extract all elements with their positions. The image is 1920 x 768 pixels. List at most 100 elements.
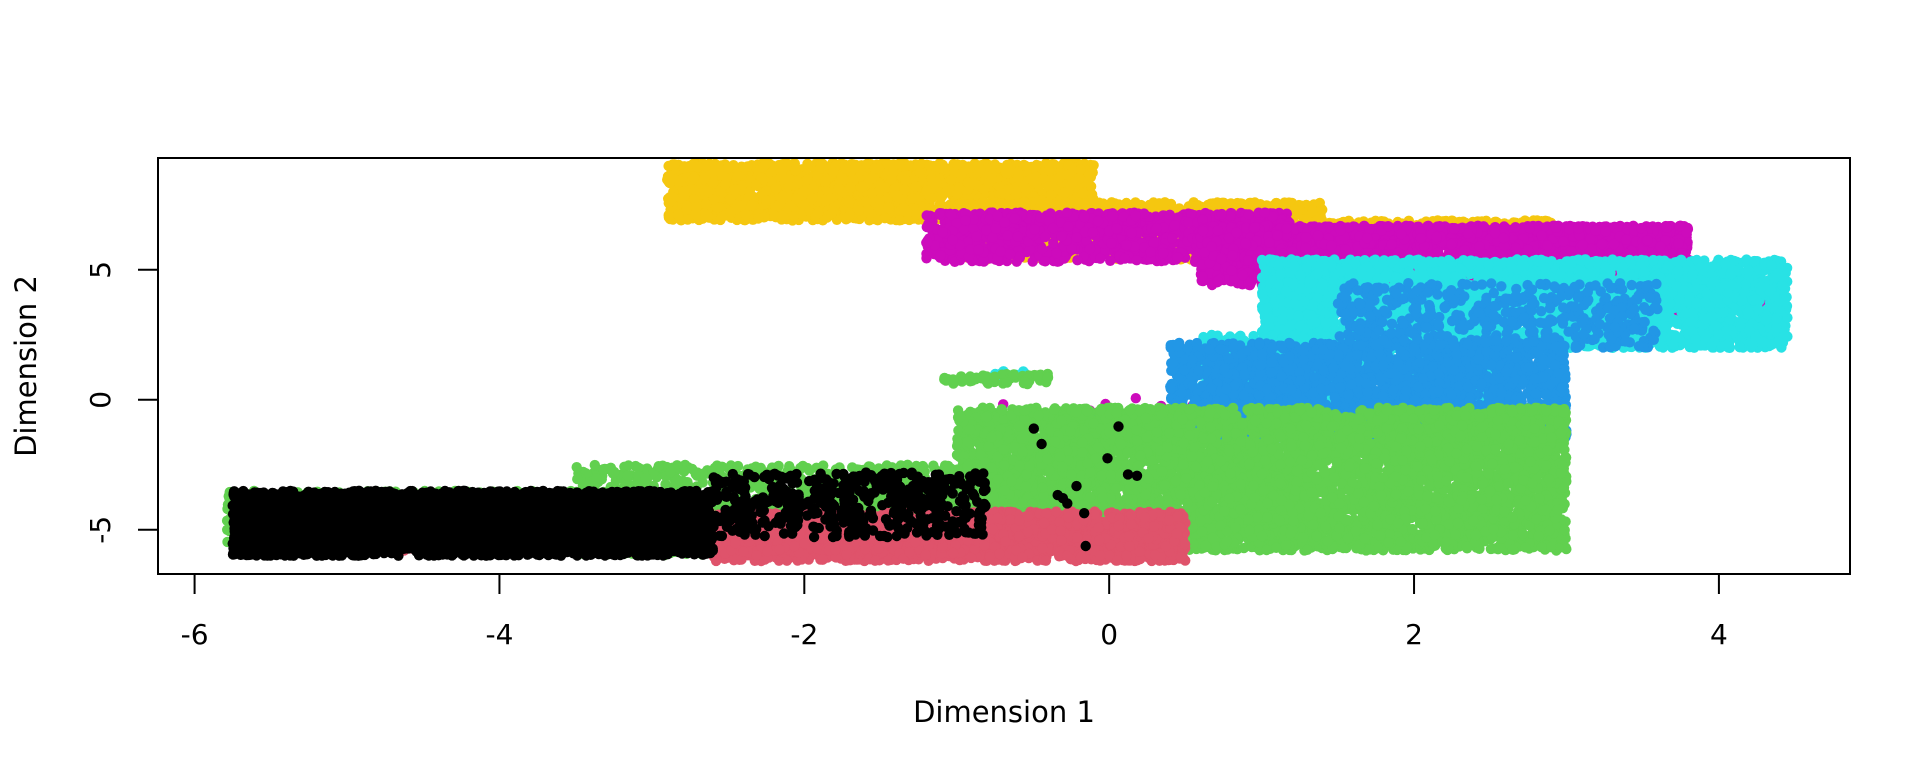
point — [692, 161, 703, 173]
point — [986, 173, 998, 184]
point — [854, 205, 865, 216]
point — [789, 211, 800, 222]
point — [977, 197, 989, 208]
point — [886, 173, 897, 185]
point — [941, 186, 952, 197]
point — [703, 187, 714, 198]
point — [742, 161, 753, 172]
point — [843, 197, 854, 208]
point — [807, 193, 819, 204]
point — [869, 163, 880, 174]
point — [975, 164, 986, 175]
point — [914, 167, 926, 178]
point — [735, 200, 746, 211]
point — [792, 178, 804, 189]
point — [910, 209, 922, 220]
point — [1012, 167, 1023, 178]
point — [712, 163, 724, 174]
point — [729, 184, 741, 195]
point — [867, 187, 878, 199]
point — [1077, 188, 1089, 199]
point — [750, 179, 761, 191]
point — [1307, 205, 1318, 216]
point — [1062, 169, 1074, 180]
point — [783, 173, 795, 184]
point — [746, 199, 757, 211]
point — [678, 186, 690, 197]
point — [777, 210, 789, 221]
point — [833, 183, 844, 194]
point — [663, 197, 674, 209]
point — [879, 182, 890, 193]
point — [698, 173, 710, 185]
point — [802, 174, 813, 185]
point — [872, 215, 883, 226]
point — [725, 194, 736, 205]
point — [770, 183, 782, 194]
point — [900, 174, 911, 186]
point — [883, 202, 894, 213]
point — [672, 209, 684, 220]
point — [926, 193, 937, 204]
point — [760, 158, 772, 169]
point — [682, 214, 693, 225]
point — [753, 213, 764, 224]
point — [678, 163, 690, 174]
point — [962, 177, 974, 188]
point — [790, 163, 801, 175]
point — [1075, 164, 1086, 175]
point — [740, 209, 751, 220]
point — [894, 215, 905, 226]
point — [1159, 197, 1171, 208]
point — [861, 196, 872, 208]
point — [1317, 204, 1328, 215]
point — [791, 193, 802, 204]
point — [955, 169, 967, 180]
point — [802, 162, 813, 173]
point — [812, 208, 824, 219]
point — [700, 199, 712, 210]
point — [1031, 177, 1042, 188]
point — [894, 158, 905, 169]
point — [931, 177, 942, 188]
point — [669, 159, 680, 170]
point — [819, 176, 831, 187]
point — [902, 207, 913, 218]
point — [1020, 184, 1031, 195]
point — [703, 212, 714, 223]
point — [688, 172, 700, 184]
point — [907, 193, 918, 204]
point — [826, 208, 837, 219]
point — [910, 181, 921, 192]
point — [816, 162, 827, 174]
point — [1043, 164, 1055, 176]
point — [1059, 187, 1071, 198]
point — [827, 166, 839, 177]
point — [1235, 198, 1247, 209]
point — [946, 174, 957, 186]
point — [777, 191, 789, 202]
point — [825, 193, 837, 204]
point — [715, 214, 726, 226]
point — [1144, 199, 1155, 211]
point — [857, 181, 868, 192]
point — [844, 210, 855, 221]
point — [1086, 189, 1098, 200]
point — [891, 190, 903, 201]
point — [773, 161, 785, 173]
scatter-points — [221, 158, 1793, 567]
point — [666, 173, 677, 184]
point — [954, 182, 965, 194]
point — [845, 182, 856, 193]
point — [720, 179, 731, 190]
point — [732, 170, 744, 182]
point — [841, 163, 852, 174]
point — [691, 202, 702, 213]
point — [1105, 255, 1116, 266]
point — [761, 195, 772, 206]
point — [725, 207, 736, 218]
point — [924, 160, 935, 171]
point — [1214, 198, 1226, 210]
point — [1003, 184, 1014, 195]
